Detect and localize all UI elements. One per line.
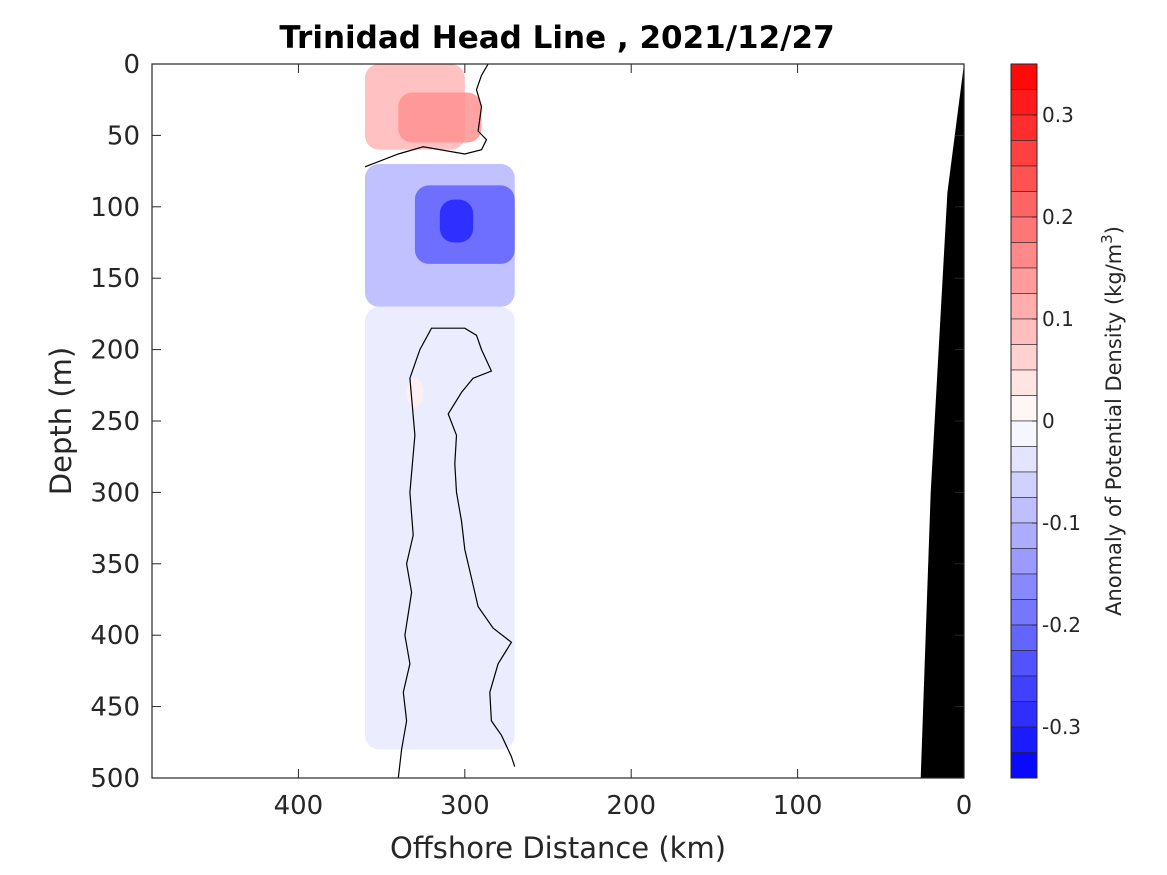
colorbar <box>1010 63 1038 779</box>
colorbar-segment <box>1010 522 1038 549</box>
colorbar-tick-label: 0 <box>1042 409 1055 433</box>
colorbar-segment <box>1010 216 1038 243</box>
zero-contour-line <box>364 64 489 168</box>
colorbar-segment <box>1010 726 1038 753</box>
colorbar-segment <box>1010 63 1038 90</box>
colorbar-segment <box>1010 165 1038 192</box>
colorbar-tick-label: -0.2 <box>1042 613 1081 637</box>
colorbar-tick-label: 0.1 <box>1042 307 1074 331</box>
bathymetry-shape <box>920 64 964 778</box>
colorbar-segment <box>1010 267 1038 294</box>
colorbar-segment <box>1010 344 1038 371</box>
x-tick-label: 300 <box>440 791 490 821</box>
colorbar-segment <box>1010 624 1038 651</box>
y-tick-label: 50 <box>107 121 140 151</box>
colorbar-segment <box>1010 420 1038 447</box>
colorbar-segment <box>1010 395 1038 422</box>
colorbar-segment <box>1010 573 1038 600</box>
colorbar-label-superscript: 3 <box>1098 234 1116 244</box>
x-axis-ticks: 400 300 200 100 0 <box>274 64 973 821</box>
colorbar-segment <box>1010 89 1038 116</box>
anomaly-field <box>364 64 515 750</box>
anomaly-patch <box>364 306 515 750</box>
x-axis-label: Offshore Distance (km) <box>390 831 726 865</box>
colorbar-segment <box>1010 369 1038 396</box>
anomaly-patch <box>398 92 482 143</box>
colorbar-segment <box>1010 293 1038 320</box>
y-tick-label: 450 <box>90 693 140 723</box>
y-tick-label: 400 <box>90 621 140 651</box>
y-tick-label: 100 <box>90 193 140 223</box>
y-tick-label: 0 <box>123 50 140 80</box>
anomaly-patch <box>439 199 474 243</box>
colorbar-segment <box>1010 191 1038 218</box>
colorbar-segment <box>1010 242 1038 269</box>
x-tick-label: 400 <box>274 791 324 821</box>
colorbar-segment <box>1010 650 1038 677</box>
colorbar-label-text: Anomaly of Potential Density (kg/m <box>1102 244 1126 616</box>
y-tick-label: 350 <box>90 550 140 580</box>
colorbar-ticks: 0.3 0.2 0.1 0 -0.1 -0.2 -0.3 <box>1032 103 1081 739</box>
plot-area <box>152 64 964 778</box>
colorbar-tick-label: 0.2 <box>1042 205 1074 229</box>
colorbar-segment <box>1010 446 1038 473</box>
y-tick-label: 150 <box>90 264 140 294</box>
x-tick-label: 100 <box>773 791 823 821</box>
colorbar-label: Anomaly of Potential Density (kg/m3) <box>1098 226 1126 616</box>
colorbar-tick-label: -0.3 <box>1042 715 1081 739</box>
colorbar-segment <box>1010 752 1038 779</box>
anomaly-patch <box>406 378 424 407</box>
zero-contour-line <box>397 327 516 778</box>
y-axis-label: Depth (m) <box>44 347 78 495</box>
colorbar-segment <box>1010 675 1038 702</box>
y-axis-ticks: 0 50 100 150 200 250 300 350 400 450 500 <box>90 50 964 794</box>
y-tick-label: 500 <box>90 764 140 794</box>
colorbar-segment <box>1010 548 1038 575</box>
colorbar-tick-label: 0.3 <box>1042 103 1074 127</box>
x-tick-label: 200 <box>606 791 656 821</box>
colorbar-label-suffix: ) <box>1102 226 1126 234</box>
colorbar-segment <box>1010 114 1038 141</box>
colorbar-tick-label: -0.1 <box>1042 511 1081 535</box>
colorbar-segment <box>1010 318 1038 345</box>
x-tick-label: 0 <box>956 791 973 821</box>
bathymetry <box>920 64 964 778</box>
y-tick-label: 200 <box>90 336 140 366</box>
plot-frame <box>151 63 965 779</box>
y-tick-label: 250 <box>90 407 140 437</box>
colorbar-segment <box>1010 497 1038 524</box>
zero-contours <box>364 64 516 778</box>
colorbar-segment <box>1010 599 1038 626</box>
chart-title: Trinidad Head Line , 2021/12/27 <box>279 20 834 56</box>
colorbar-segment <box>1010 701 1038 728</box>
colorbar-segment <box>1010 471 1038 498</box>
y-tick-label: 300 <box>90 478 140 508</box>
colorbar-segment <box>1010 140 1038 167</box>
